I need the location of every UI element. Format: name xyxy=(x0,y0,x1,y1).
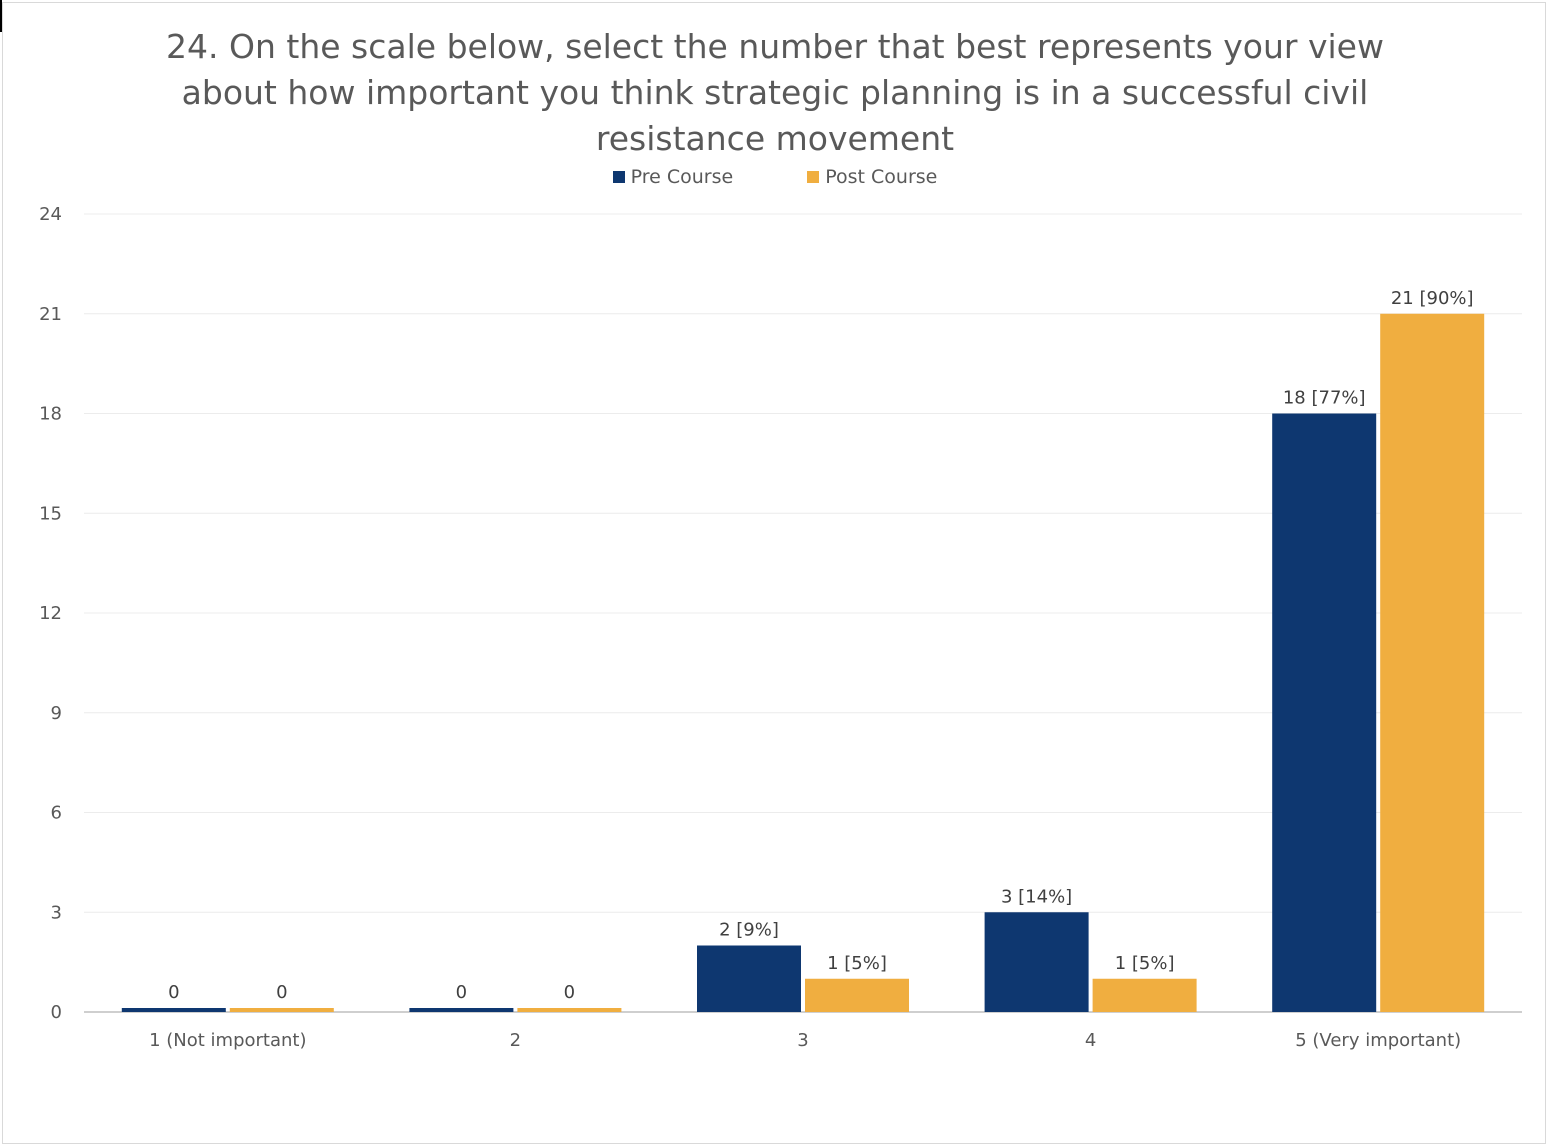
data-label: 2 [9%] xyxy=(719,920,779,941)
y-tick-label: 21 xyxy=(39,304,62,325)
data-label: 0 xyxy=(564,982,575,1003)
legend-item-pre-course: Pre Course xyxy=(612,166,734,188)
data-label: 0 xyxy=(168,982,179,1003)
legend: Pre Course Post Course xyxy=(0,166,1550,188)
data-label: 0 xyxy=(276,982,287,1003)
legend-swatch-pre-course xyxy=(612,171,625,183)
y-tick-label: 24 xyxy=(39,204,62,225)
y-tick-label: 3 xyxy=(51,902,62,923)
bar-post-course xyxy=(805,978,909,1012)
bar-pre-course xyxy=(984,912,1089,1012)
bar-pre-course xyxy=(121,1008,226,1012)
legend-label-post-course: Post Course xyxy=(825,166,938,188)
data-labels: 0 0 0 0 2 [9%] 1 [5%] 3 [14%] 1 [5%] 18 [77%] 21 … xyxy=(168,288,1473,1003)
data-label: 1 [5%] xyxy=(827,953,887,974)
bar-post-course xyxy=(1092,978,1197,1012)
bar-pre-course xyxy=(409,1008,514,1012)
legend-item-post-course: Post Course xyxy=(807,166,937,188)
bar-pre-course xyxy=(1272,413,1377,1012)
bar-post-course xyxy=(229,1008,334,1012)
legend-swatch-post-course xyxy=(807,171,820,183)
chart-title: 24. On the scale below, select the numbe… xyxy=(166,27,1384,158)
y-tick-label: 9 xyxy=(51,703,62,724)
y-tick-label: 12 xyxy=(39,603,62,624)
x-tick-label: 1 (Not important) xyxy=(149,1030,306,1051)
cursor-mark xyxy=(0,0,2,32)
x-tick-label: 4 xyxy=(1085,1030,1096,1051)
y-tick-label: 18 xyxy=(39,404,62,425)
y-tick-label: 15 xyxy=(39,503,62,524)
bars xyxy=(121,313,1485,1012)
x-axis-ticks: 1 (Not important) 2 3 4 5 (Very important) xyxy=(149,1030,1461,1051)
bar-post-course xyxy=(1380,313,1485,1012)
y-tick-label: 6 xyxy=(51,803,62,824)
y-tick-label: 0 xyxy=(51,1002,62,1023)
x-tick-label: 3 xyxy=(797,1030,808,1051)
y-axis-ticks: 0 3 6 9 12 15 18 21 24 xyxy=(39,204,62,1023)
bar-post-course xyxy=(517,1008,622,1012)
data-label: 0 xyxy=(456,982,467,1003)
data-label: 18 [77%] xyxy=(1283,388,1366,409)
legend-label-pre-course: Pre Course xyxy=(630,166,734,188)
data-label: 21 [90%] xyxy=(1391,288,1474,309)
data-label: 3 [14%] xyxy=(1001,886,1072,907)
data-label: 1 [5%] xyxy=(1115,953,1175,974)
x-tick-label: 5 (Very important) xyxy=(1295,1030,1461,1051)
x-tick-label: 2 xyxy=(510,1030,521,1051)
bar-pre-course xyxy=(697,945,801,1012)
